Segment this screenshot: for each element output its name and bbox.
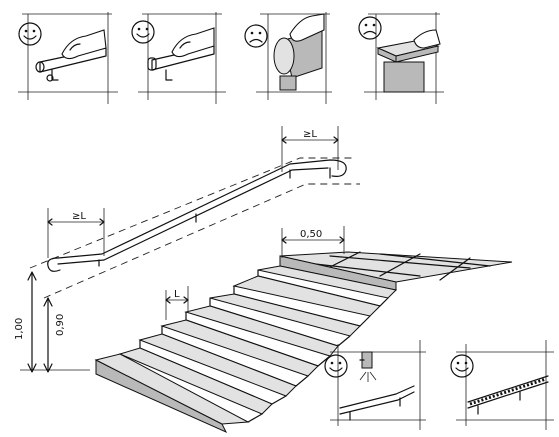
round-handrail-drawing bbox=[35, 29, 107, 82]
panel-textured-handrail-good bbox=[450, 340, 554, 430]
textured-handrail-drawing bbox=[467, 375, 549, 415]
dim-landing-label: 0,50 bbox=[300, 229, 322, 240]
dimension-landing-depth: 0,50 bbox=[281, 226, 345, 258]
staircase bbox=[94, 251, 513, 434]
wall-lamp-icon bbox=[359, 351, 377, 382]
dim-bottom-extension-label: ≥L bbox=[72, 211, 86, 222]
panel-large-rail-bad bbox=[244, 12, 332, 104]
dim-height-low-label: 0,90 bbox=[55, 314, 66, 336]
smiley-face-icon bbox=[450, 354, 474, 378]
handrail-main bbox=[29, 157, 360, 299]
smiley-face-icon bbox=[131, 20, 155, 44]
dim-step-depth-label: L bbox=[174, 289, 180, 300]
smiley-face-icon bbox=[324, 354, 348, 378]
dim-top-extension-label: ≥L bbox=[303, 129, 317, 140]
smiley-face-icon bbox=[18, 22, 42, 46]
dimension-handrail-heights: 1,00 0,90 bbox=[14, 271, 90, 373]
panel-round-rail-good bbox=[18, 12, 118, 104]
rect-handrail-drawing bbox=[147, 27, 215, 81]
dimension-top-extension: ≥L bbox=[281, 126, 339, 172]
large-round-handrail-drawing bbox=[273, 13, 325, 91]
frowning-face-icon bbox=[244, 24, 268, 48]
panel-rect-rail-good bbox=[131, 12, 226, 104]
panel-flat-rail-bad bbox=[358, 12, 444, 104]
flat-handrail-drawing bbox=[376, 29, 441, 93]
dim-height-high-label: 1,00 bbox=[14, 318, 25, 340]
dimension-bottom-extension: ≥L bbox=[47, 208, 105, 258]
panel-lit-handrail-good bbox=[324, 340, 426, 430]
dimension-step-depth: L bbox=[165, 286, 189, 320]
frowning-face-icon bbox=[358, 16, 382, 40]
wall-handrail-drawing bbox=[339, 385, 415, 421]
